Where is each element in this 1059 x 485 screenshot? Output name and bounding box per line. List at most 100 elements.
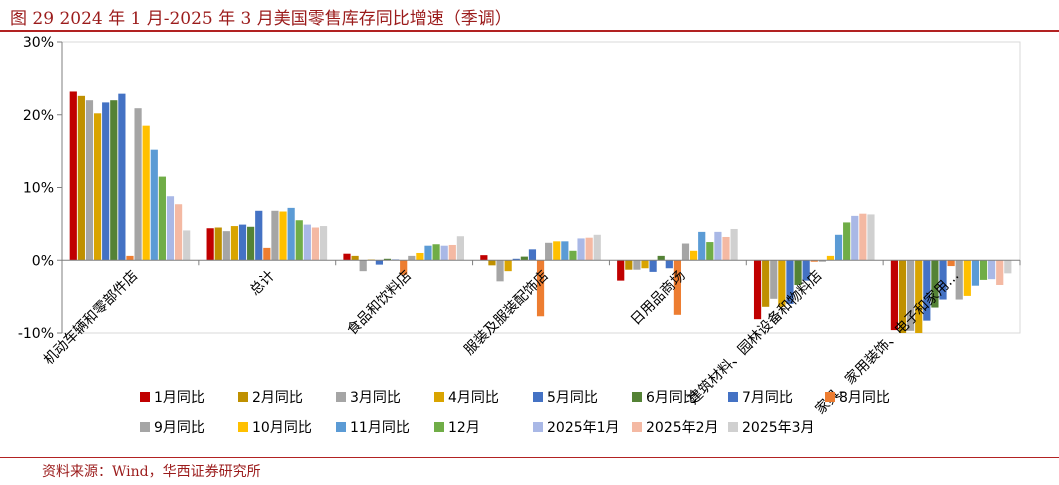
bar (520, 256, 528, 261)
bar (810, 260, 818, 262)
bar (375, 260, 383, 265)
bar (794, 260, 802, 285)
legend-swatch (238, 392, 248, 402)
footer-rule (0, 457, 1059, 458)
legend-swatch (140, 422, 150, 432)
bar (786, 260, 794, 304)
bar (681, 243, 690, 261)
legend: 1月同比 2月同比 3月同比 4月同比 5月同比 6月同比 7月同比 8月同比 9月同比 10月同… (140, 390, 890, 436)
bar (802, 260, 810, 281)
bar (118, 93, 126, 261)
bar (85, 100, 94, 261)
bar (665, 260, 673, 269)
y-tick-label: 20% (23, 108, 54, 124)
bar (504, 260, 512, 272)
bar (593, 234, 601, 261)
bar (142, 125, 150, 261)
bar (279, 211, 287, 261)
bar (730, 228, 738, 261)
y-tick-label: 10% (23, 181, 54, 197)
bar (577, 238, 585, 261)
bar (222, 231, 230, 261)
bar (77, 95, 85, 261)
legend-swatch (336, 422, 346, 432)
bar (569, 250, 577, 261)
bar (770, 260, 778, 299)
bar (706, 242, 714, 261)
bar (319, 226, 328, 261)
bar (303, 224, 311, 261)
bar (400, 260, 408, 275)
bar (536, 260, 545, 317)
legend-label: 2025年3月 (742, 420, 815, 436)
bar (408, 255, 416, 261)
legend-label: 2025年1月 (547, 420, 620, 436)
bar (955, 260, 963, 300)
bar (673, 260, 682, 315)
bar (778, 260, 786, 307)
bar (183, 230, 191, 261)
bar (214, 227, 222, 261)
bar (859, 213, 867, 261)
legend-swatch (336, 392, 346, 402)
bar (174, 204, 183, 261)
legend-swatch (728, 422, 738, 432)
y-tick-label: 30% (23, 35, 54, 51)
bar (947, 260, 955, 267)
bar (416, 252, 424, 261)
bar (553, 241, 561, 261)
bar (633, 260, 641, 270)
legend-swatch (238, 422, 248, 432)
bar (134, 108, 142, 261)
bar (714, 231, 722, 261)
bar (722, 236, 730, 261)
bar (818, 260, 826, 262)
bar (488, 260, 496, 266)
bar (988, 260, 996, 280)
bar (753, 260, 762, 320)
bar (255, 210, 263, 261)
legend-label: 1月同比 (154, 390, 205, 406)
legend-swatch (140, 392, 150, 402)
bar (271, 210, 279, 261)
bar (287, 207, 295, 261)
bar (915, 260, 923, 333)
bar (238, 224, 247, 261)
legend-label: 7月同比 (742, 390, 793, 406)
bar (843, 222, 851, 261)
bar (641, 260, 649, 269)
bar (1004, 260, 1012, 274)
bar (971, 260, 980, 286)
bar (295, 220, 303, 261)
bar (166, 196, 175, 261)
bar (979, 260, 988, 280)
bar (762, 260, 770, 307)
bar (826, 255, 835, 261)
bar (206, 228, 214, 261)
bar (351, 255, 359, 261)
bar (698, 231, 706, 261)
bar (528, 249, 537, 261)
bar (890, 260, 899, 331)
title-rule (0, 30, 1059, 32)
legend-swatch (632, 422, 642, 432)
y-tick-label: -10% (18, 326, 54, 342)
legend-swatch (728, 392, 738, 402)
bar (996, 260, 1004, 285)
bar (867, 214, 875, 261)
category-label: 机动车辆和零部件店 (40, 267, 141, 368)
bar (625, 260, 633, 270)
bar (424, 245, 432, 261)
legend-label: 9月同比 (154, 420, 205, 436)
bar (359, 260, 367, 272)
bar (247, 226, 255, 261)
legend-label: 4月同比 (448, 390, 499, 406)
bar (456, 236, 464, 261)
bar (480, 255, 488, 261)
bar (150, 149, 158, 261)
legend-label: 5月同比 (547, 390, 598, 406)
bar (343, 253, 351, 261)
bar (939, 260, 947, 300)
legend-label: 10月同比 (252, 420, 312, 436)
legend-swatch (434, 392, 444, 402)
